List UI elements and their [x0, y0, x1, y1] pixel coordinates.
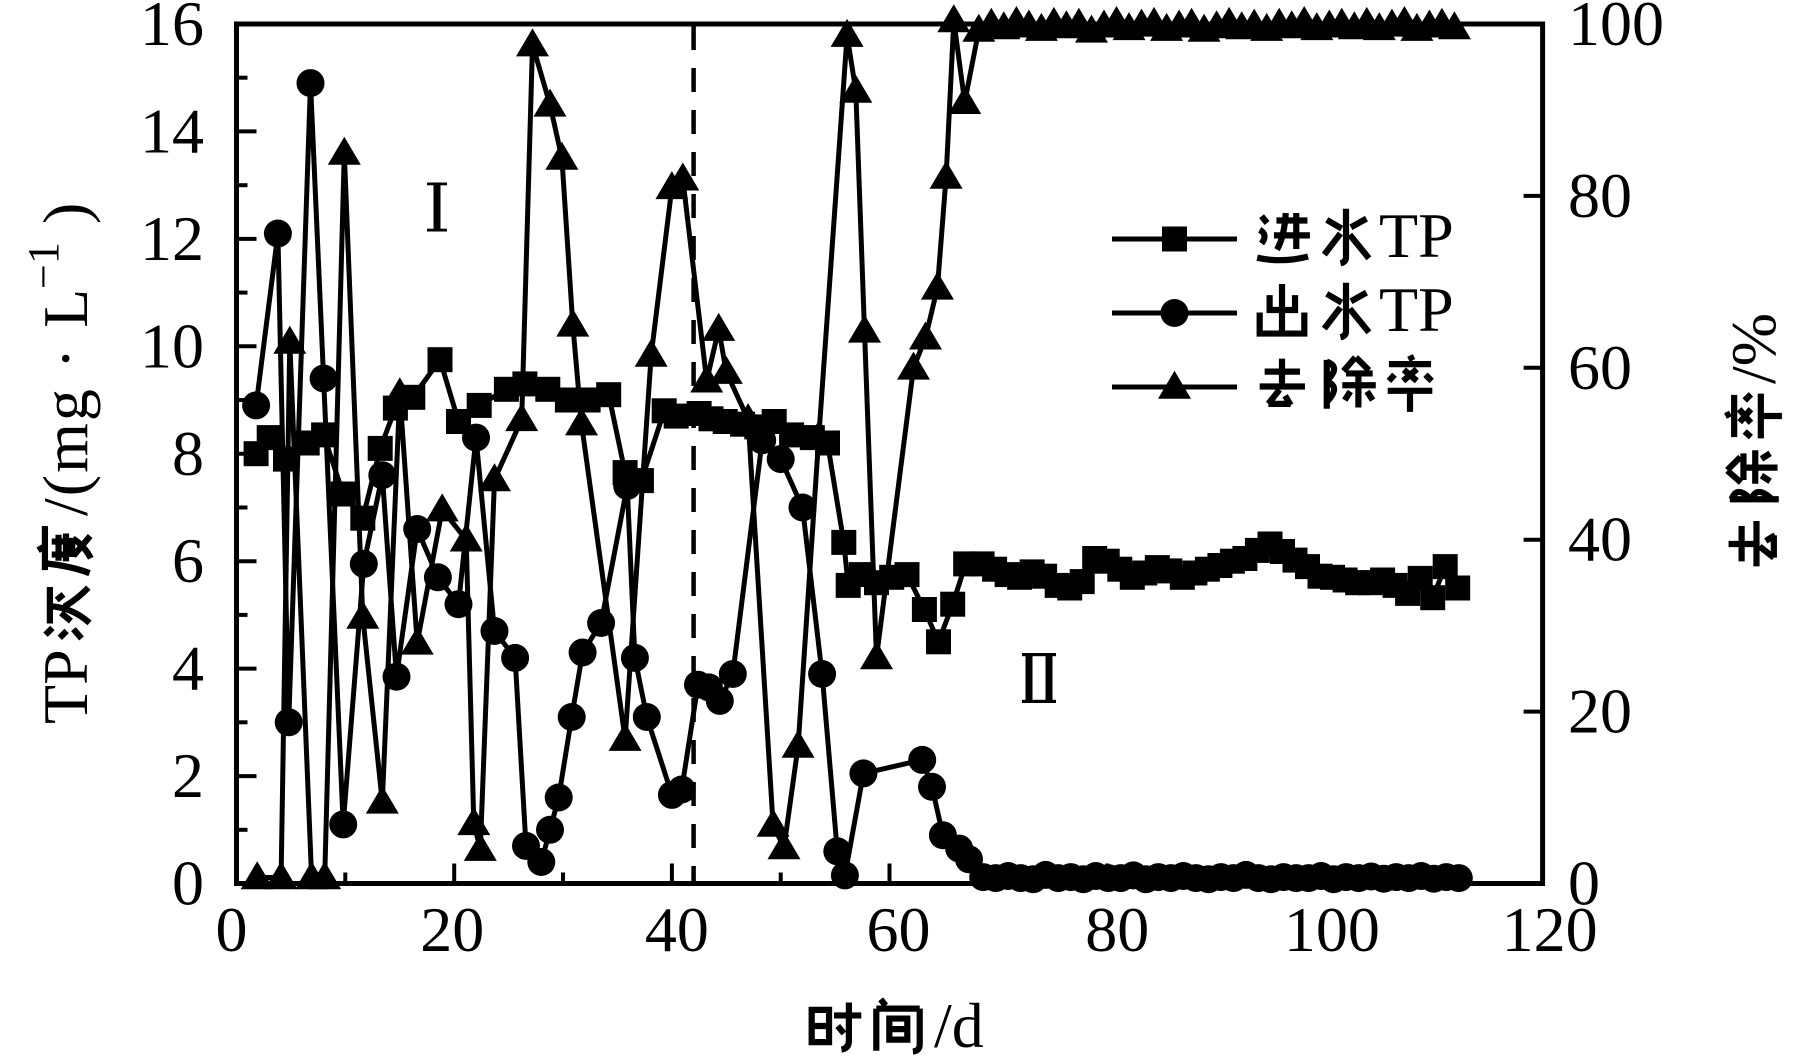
svg-text:14: 14 — [140, 95, 204, 166]
svg-text:TP: TP — [1379, 200, 1454, 271]
svg-text:120: 120 — [1502, 894, 1598, 965]
svg-text:20: 20 — [420, 894, 484, 965]
svg-text:2: 2 — [172, 740, 204, 811]
svg-text:100: 100 — [1568, 0, 1664, 59]
svg-text:10: 10 — [140, 310, 204, 381]
svg-text:TP: TP — [30, 649, 101, 724]
svg-text:TP: TP — [1379, 274, 1454, 345]
svg-text:6: 6 — [172, 525, 204, 596]
svg-text:16: 16 — [140, 0, 204, 59]
svg-text:60: 60 — [1568, 332, 1632, 403]
svg-text:/%: /% — [1718, 313, 1789, 384]
svg-text:20: 20 — [1568, 676, 1632, 747]
svg-text:/d: /d — [934, 990, 984, 1056]
svg-text:8: 8 — [172, 418, 204, 489]
svg-text:0: 0 — [1568, 848, 1600, 919]
svg-text:80: 80 — [1085, 894, 1149, 965]
svg-text:0: 0 — [172, 848, 204, 919]
svg-text:/(mg · L: /(mg · L — [30, 287, 101, 516]
svg-text:60: 60 — [867, 894, 931, 965]
svg-text:80: 80 — [1568, 160, 1632, 231]
svg-text:12: 12 — [140, 203, 204, 274]
svg-text:100: 100 — [1284, 894, 1380, 965]
svg-text:0: 0 — [216, 894, 248, 965]
svg-text:−1: −1 — [19, 242, 68, 289]
svg-text:4: 4 — [172, 633, 204, 704]
svg-text:40: 40 — [645, 894, 709, 965]
svg-text:40: 40 — [1568, 504, 1632, 575]
svg-text:): ) — [30, 203, 101, 224]
